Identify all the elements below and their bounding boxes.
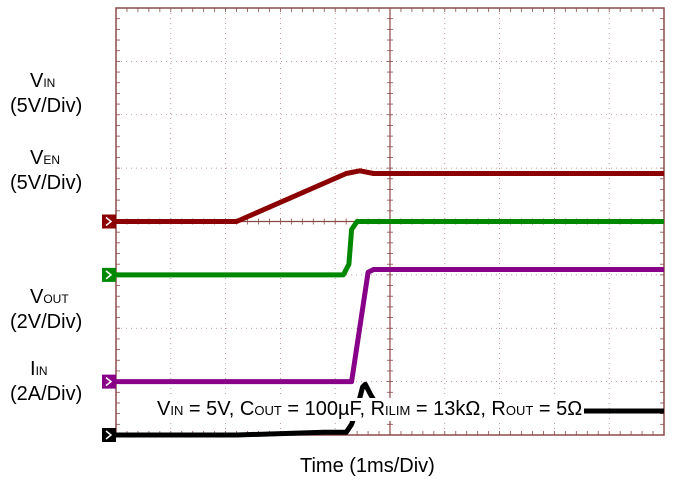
channel-scale: (2V/Div) [10, 311, 83, 333]
channel-name: VOUT [30, 286, 69, 310]
channel-marker-arrow [105, 430, 113, 440]
trace-vin [116, 168, 664, 224]
annotation-text: = 5Ω [533, 398, 583, 420]
test-conditions-annotation: VIN = 5V, COUT = 100µF, RILIM = 13kΩ, RO… [155, 398, 585, 421]
annotation-subscript: ILIM [385, 403, 411, 418]
channel-name-main: V [30, 286, 44, 308]
annotation-subscript: OUT [505, 403, 534, 418]
channel-name: IIN [30, 358, 48, 382]
trace-vout [116, 267, 664, 385]
channel-name-subscript: OUT [43, 292, 69, 306]
channel-name-subscript: IN [43, 76, 56, 90]
trace-ven [116, 219, 664, 278]
channel-marker [102, 214, 116, 229]
annotation-subscript: IN [170, 403, 184, 418]
channel-marker [102, 267, 116, 282]
channel-marker-arrow [105, 377, 113, 387]
annotation-text: V [157, 398, 171, 420]
channel-name-subscript: IN [35, 364, 48, 378]
annotation-text: = 100µF, R [281, 398, 386, 420]
channel-name: VIN [30, 70, 55, 94]
annotation-text: = 5V, C [183, 398, 255, 420]
channel-marker-arrow [105, 216, 113, 227]
channel-name-main: V [30, 147, 44, 169]
annotation-text: = 13kΩ, R [410, 398, 506, 420]
channel-marker [102, 428, 116, 442]
channel-marker [102, 374, 116, 389]
plot-channel-markers [102, 214, 116, 442]
channel-marker-arrow [105, 270, 113, 280]
annotation-subscript: OUT [254, 403, 282, 418]
channel-scale: (2A/Div) [10, 383, 83, 405]
channel-scale: (5V/Div) [10, 95, 83, 117]
channel-name-main: I [30, 358, 36, 380]
x-axis-label: Time (1ms/Div) [300, 455, 435, 477]
channel-name-subscript: EN [43, 153, 61, 167]
channel-name: VEN [30, 147, 60, 171]
channel-name-main: V [30, 70, 44, 92]
channel-scale: (5V/Div) [10, 172, 83, 194]
